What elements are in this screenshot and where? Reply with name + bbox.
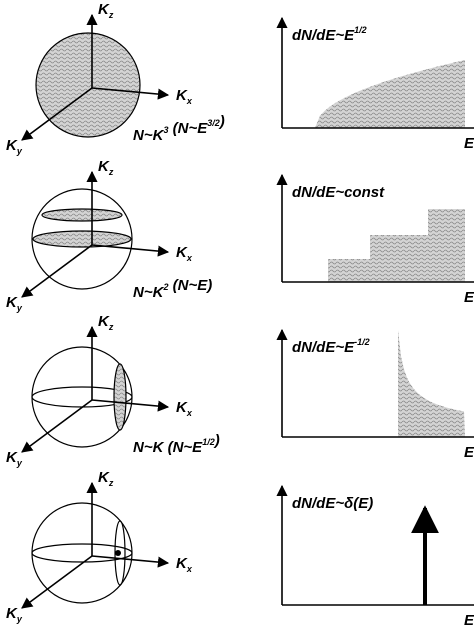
ky-label: Ky — [6, 137, 23, 156]
kz-label: Kz — [98, 469, 114, 488]
point — [115, 550, 121, 556]
k-sub: x — [186, 564, 193, 574]
energy-label: E — [464, 612, 474, 629]
text-part: N~K (N~E — [133, 439, 203, 456]
sphere — [36, 33, 140, 137]
k-sub: y — [16, 303, 23, 313]
text-part: N~K — [133, 284, 165, 301]
row: Kz Kx Ky N~K2 (N~E) dN/dE~const E — [6, 158, 474, 313]
kz-label: Kz — [98, 1, 114, 20]
text-part: (N~E) — [168, 277, 212, 294]
row: Kz Kx Ky N~K3 (N~E3/2) dN/dE~E1/2 E — [6, 1, 474, 156]
k-sub: z — [108, 167, 114, 177]
kz-label: Kz — [98, 313, 114, 332]
k-sub: z — [108, 10, 114, 20]
kz-label: Kz — [98, 158, 114, 177]
text-part: N~K — [133, 127, 165, 144]
text-part: dN/dE~E — [292, 27, 355, 44]
text-part: (N~E — [168, 120, 208, 137]
k-sub: z — [108, 478, 114, 488]
text-part: dN/dE~δ(E) — [292, 495, 373, 512]
dos-fill — [315, 60, 465, 128]
k-sub: x — [186, 253, 193, 263]
figure: KzKxKyN~K3 (N~E3/2)dN/dE~E1/2EKzKxKyN~K2… — [0, 0, 474, 629]
text-part: dN/dE~const — [292, 184, 385, 201]
disc — [33, 231, 131, 247]
relation-label: N~K2 (N~E) — [133, 277, 212, 301]
disc — [42, 209, 122, 221]
row: Kz Kx Ky dN/dE~δ(E) E — [6, 469, 474, 629]
kx-label: Kx — [176, 399, 193, 418]
k-sub: y — [16, 146, 23, 156]
superscript: 1/2 — [354, 25, 367, 35]
energy-label: E — [464, 135, 474, 152]
dos-label: dN/dE~E1/2 — [292, 25, 367, 44]
energy-label: E — [464, 289, 474, 306]
superscript: 1/2 — [202, 437, 215, 447]
k-sub: y — [16, 458, 23, 468]
superscript: -1/2 — [354, 337, 370, 347]
kx-label: Kx — [176, 244, 193, 263]
kx-label: Kx — [176, 87, 193, 106]
relation-label: N~K3 (N~E3/2) — [133, 113, 225, 144]
k-sub: x — [186, 408, 193, 418]
k-sub: z — [108, 322, 114, 332]
page: {"rows": [ {"kz": {"base": "K", "sub": "… — [0, 0, 474, 629]
ky-label: Ky — [6, 605, 23, 624]
k-sub: y — [16, 614, 23, 624]
dos-label: dN/dE~const — [292, 184, 385, 201]
superscript: 3/2 — [207, 118, 220, 128]
energy-label: E — [464, 444, 474, 461]
text-part: dN/dE~E — [292, 339, 355, 356]
dos-label: dN/dE~δ(E) — [292, 495, 373, 512]
k-sub: x — [186, 96, 193, 106]
text-part: ) — [213, 432, 220, 449]
text-part: ) — [218, 113, 225, 130]
ky-label: Ky — [6, 294, 23, 313]
dos-fill — [398, 330, 465, 437]
dos-label: dN/dE~E-1/2 — [292, 337, 370, 356]
kx-label: Kx — [176, 555, 193, 574]
dos-fill — [328, 209, 465, 282]
slice — [114, 364, 126, 430]
ky-label: Ky — [6, 449, 23, 468]
relation-label: N~K (N~E1/2) — [133, 432, 220, 456]
row: Kz Kx Ky N~K (N~E1/2) dN/dE~E-1/2 E — [6, 313, 474, 468]
